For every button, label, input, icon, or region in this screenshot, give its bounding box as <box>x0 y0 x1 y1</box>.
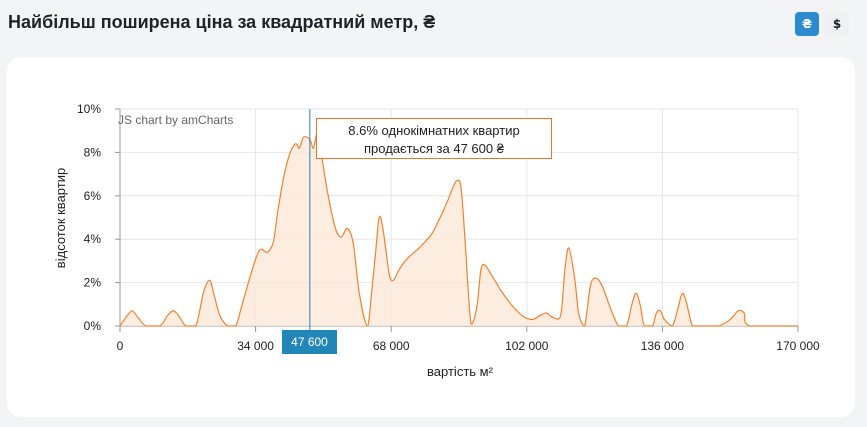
y-tick-label: 10% <box>77 102 101 116</box>
x-tick-label: 0 <box>117 339 124 353</box>
x-tick-label: 170 000 <box>776 339 820 353</box>
y-tick-label: 4% <box>84 232 102 246</box>
tooltip-line-1: 8.6% однокімнатних квартир <box>348 123 520 138</box>
page-title: Найбільш поширена ціна за квадратний мет… <box>8 12 436 32</box>
series-line[interactable] <box>119 132 798 327</box>
cursor-tooltip: 8.6% однокімнатних квартир продається за… <box>316 118 552 159</box>
x-tick-label: 68 000 <box>373 339 410 353</box>
currency-uah-button[interactable]: ₴ <box>795 12 819 36</box>
x-tick-label: 102 000 <box>505 339 549 353</box>
plot-area <box>119 109 798 330</box>
y-tick-label: 6% <box>84 189 102 203</box>
y-tick-label: 0% <box>84 319 102 333</box>
tooltip-line-2: продається за 47 600 ₴ <box>364 141 504 156</box>
series-area-fill <box>120 132 798 326</box>
currency-usd-button[interactable]: $ <box>825 12 849 36</box>
cursor-x-label: 47 600 <box>282 330 337 354</box>
chart-credit[interactable]: JS chart by amCharts <box>118 113 233 127</box>
y-tick-label: 8% <box>84 145 102 159</box>
currency-switch: ₴ $ <box>795 12 849 36</box>
x-tick-label: 34 000 <box>237 339 274 353</box>
x-tick-label: 136 000 <box>641 339 685 353</box>
tick-labels: 0% 2% 4% 6% 8% 10% 0 34 000 68 000 102 000 136 000… <box>77 102 820 353</box>
y-axis-label: відсоток квартир <box>53 168 68 268</box>
y-tick-label: 2% <box>84 276 102 290</box>
x-axis-label: вартість м² <box>427 364 494 379</box>
